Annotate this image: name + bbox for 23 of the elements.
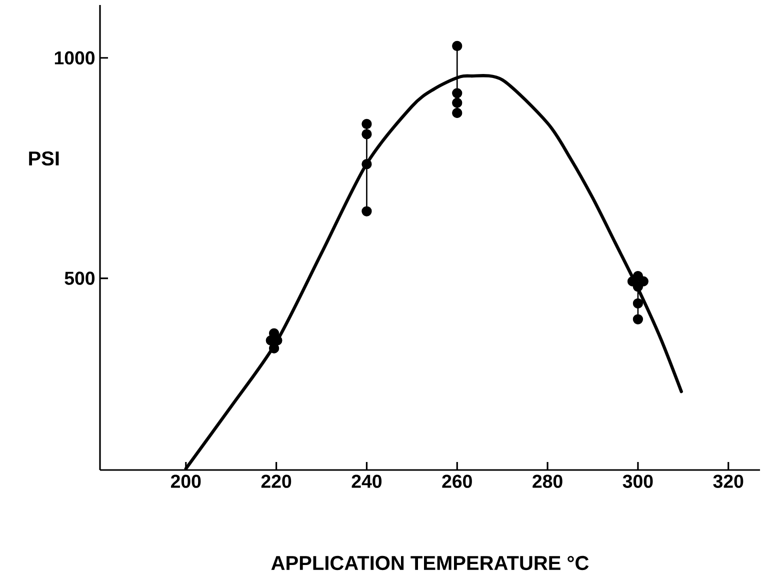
point <box>268 343 280 354</box>
x-tick-label: 260 <box>442 474 472 488</box>
x-tick-label: 300 <box>622 474 653 488</box>
y-axis-title: PSI <box>29 151 59 166</box>
y-tick-label: 1000 <box>54 51 95 64</box>
x-tick-label: 200 <box>170 474 201 488</box>
point <box>638 276 648 286</box>
x-tick-label: 280 <box>532 474 562 488</box>
point <box>632 298 644 308</box>
point <box>362 129 372 140</box>
x-tick-label: 320 <box>713 474 744 488</box>
point <box>452 98 462 108</box>
point <box>452 108 462 118</box>
point <box>362 206 372 216</box>
x-tick-label: 240 <box>352 474 382 488</box>
point <box>452 88 462 98</box>
point <box>362 118 372 130</box>
point <box>362 159 372 170</box>
x-tick-label: 220 <box>261 474 292 488</box>
point <box>632 314 644 324</box>
y-tick-label: 500 <box>64 272 95 285</box>
x-axis-title: APPLICATION TEMPERATURE °C <box>271 556 589 570</box>
point <box>452 40 462 52</box>
